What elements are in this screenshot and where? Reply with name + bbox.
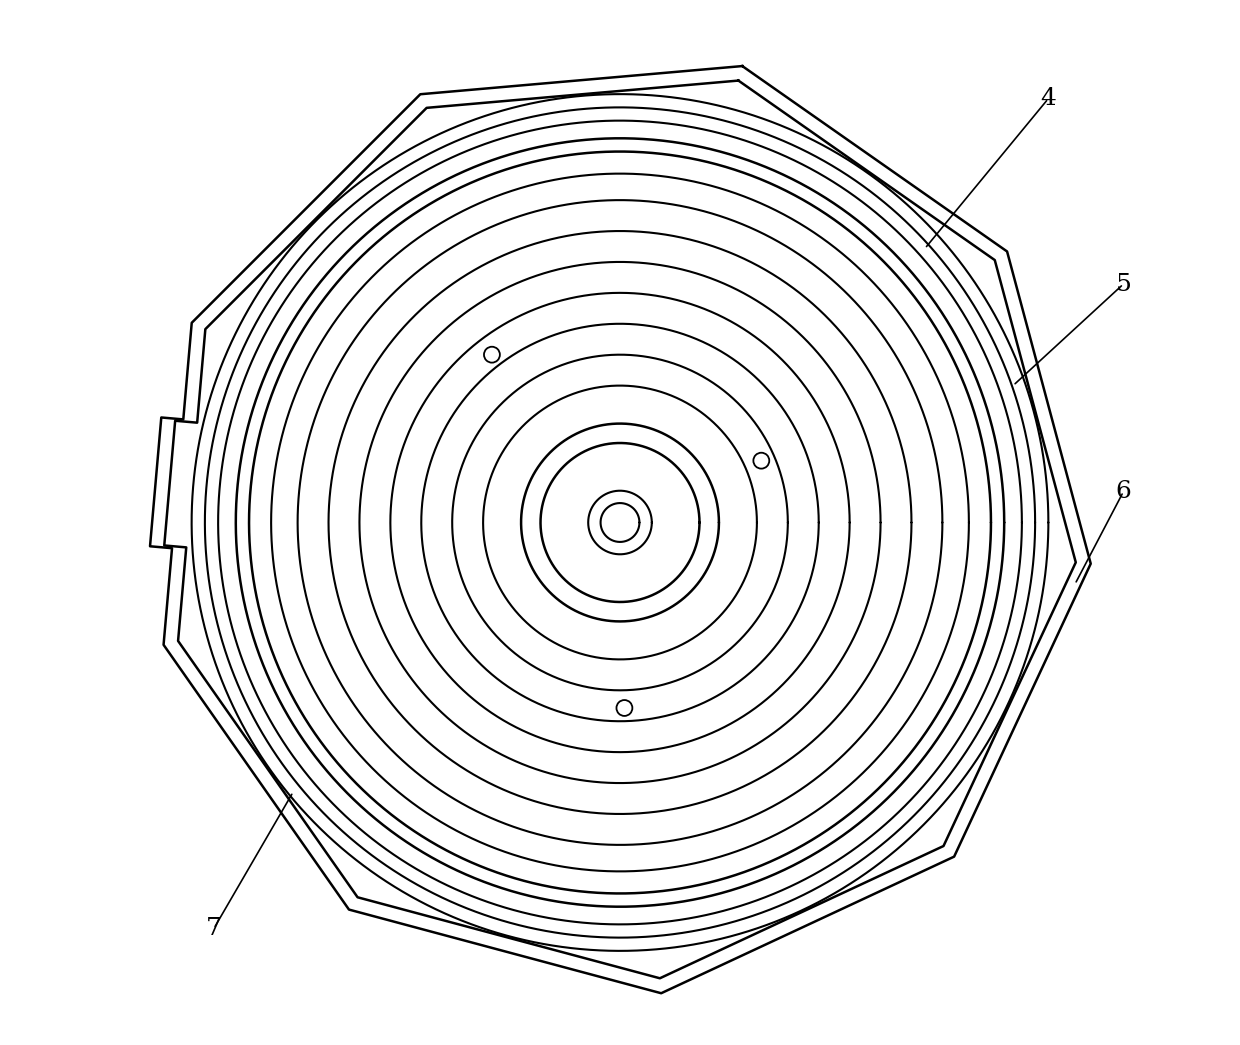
Text: 4: 4 xyxy=(1040,87,1056,110)
Text: 5: 5 xyxy=(1116,273,1131,296)
Text: 7: 7 xyxy=(206,918,222,940)
Text: 6: 6 xyxy=(1116,480,1131,503)
